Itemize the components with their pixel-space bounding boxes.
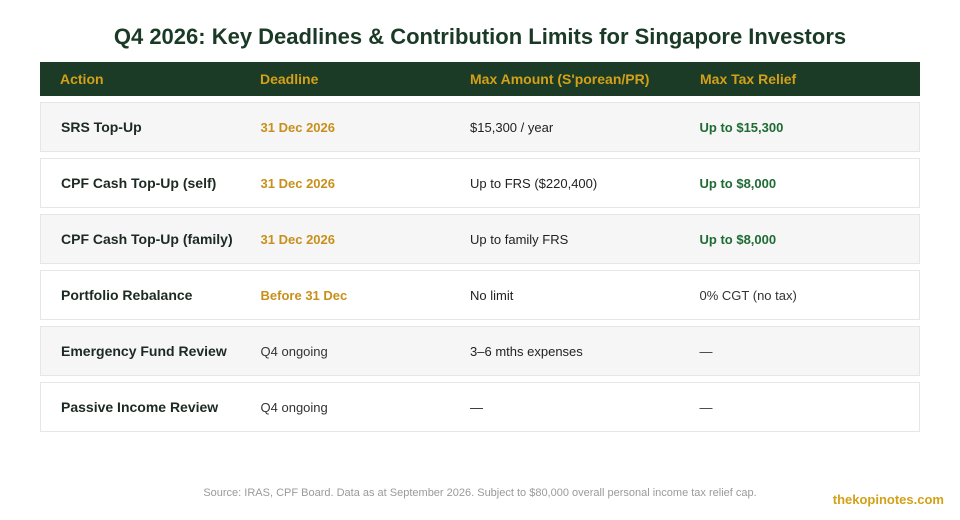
table-header: Action Deadline Max Amount (S'porean/PR)… [40,62,920,96]
row-amount: $15,300 / year [470,119,554,135]
column-header-deadline: Deadline [260,71,319,87]
row-amount: Up to family FRS [470,231,569,247]
row-action: Emergency Fund Review [61,343,227,359]
row-action: Passive Income Review [61,399,219,415]
source-footnote: Source: IRAS, CPF Board. Data as at Sept… [203,487,757,499]
deadlines-table: Action Deadline Max Amount (S'porean/PR)… [40,62,920,432]
table-row: Passive Income Review Q4 ongoing — — [40,382,920,432]
row-relief: 0% CGT (no tax) [699,287,797,303]
row-deadline: 31 Dec 2026 [260,175,335,191]
row-amount: Up to FRS ($220,400) [470,175,598,191]
row-relief: — [699,343,713,359]
row-action: CPF Cash Top-Up (self) [61,175,217,191]
table-row: SRS Top-Up 31 Dec 2026 $15,300 / year Up… [40,102,920,152]
column-header-max-amount: Max Amount (S'porean/PR) [470,71,650,87]
table-row: CPF Cash Top-Up (family) 31 Dec 2026 Up … [40,214,920,264]
table-row: CPF Cash Top-Up (self) 31 Dec 2026 Up to… [40,158,920,208]
row-relief: — [699,399,713,415]
row-relief: Up to $8,000 [699,231,777,247]
row-action: CPF Cash Top-Up (family) [61,231,233,247]
row-action: Portfolio Rebalance [61,287,193,303]
row-deadline: 31 Dec 2026 [260,119,335,135]
row-amount: No limit [470,287,514,303]
row-amount: 3–6 mths expenses [470,343,583,359]
row-amount: — [470,399,484,415]
row-relief: Up to $15,300 [699,119,784,135]
row-deadline: 31 Dec 2026 [260,231,335,247]
row-deadline: Q4 ongoing [260,343,328,359]
column-header-max-tax-relief: Max Tax Relief [700,71,797,87]
row-action: SRS Top-Up [61,119,142,135]
column-header-action: Action [60,71,104,87]
row-deadline: Before 31 Dec [260,287,348,303]
table-row: Emergency Fund Review Q4 ongoing 3–6 mth… [40,326,920,376]
row-deadline: Q4 ongoing [260,399,328,415]
table-row: Portfolio Rebalance Before 31 Dec No lim… [40,270,920,320]
brand-watermark: thekopinotes.com [832,492,944,507]
row-relief: Up to $8,000 [699,175,777,191]
page-title: Q4 2026: Key Deadlines & Contribution Li… [113,24,847,49]
